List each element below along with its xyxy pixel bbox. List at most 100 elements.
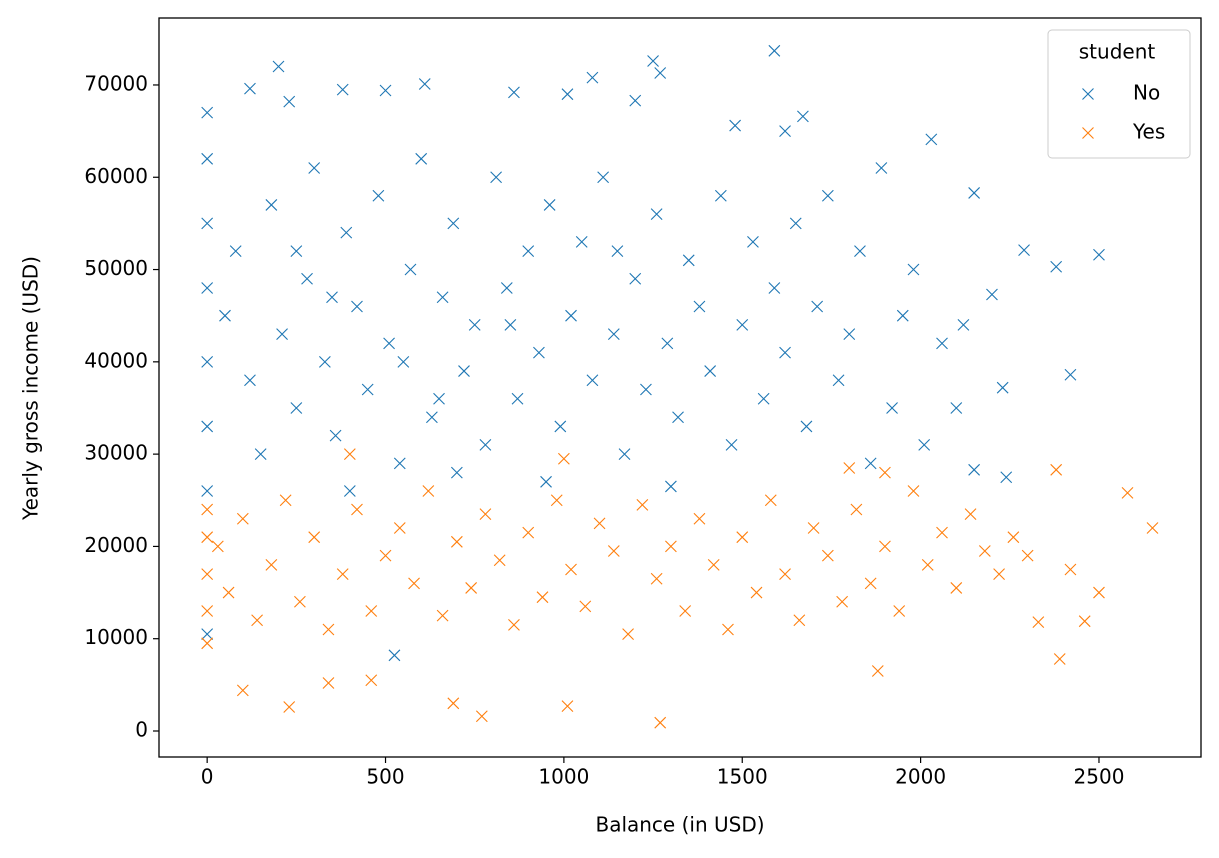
scatter-point	[351, 503, 363, 516]
scatter-point	[896, 309, 909, 322]
scatter-point	[893, 605, 906, 617]
scatter-point	[725, 439, 738, 451]
scatter-point	[565, 309, 577, 322]
scatter-point	[875, 162, 888, 174]
scatter-point	[1121, 487, 1134, 499]
scatter-point	[950, 402, 963, 414]
scatter-point	[557, 452, 570, 465]
scatter-point	[968, 187, 981, 199]
scatter-point	[536, 591, 549, 604]
scatter-point	[665, 540, 677, 553]
scatter-point	[294, 595, 306, 608]
x-tick-label: 500	[366, 765, 404, 789]
x-tick-label: 1000	[538, 765, 589, 789]
scatter-point	[757, 392, 770, 405]
scatter-point	[821, 189, 834, 202]
legend-label: Yes	[1132, 120, 1165, 144]
scatter-point	[458, 365, 470, 377]
scatter-point	[211, 540, 224, 553]
x-axis-label: Balance (in USD)	[595, 813, 764, 837]
scatter-point	[736, 319, 749, 331]
scatter-point	[978, 545, 991, 557]
scatter-point	[1007, 531, 1020, 544]
scatter-point	[511, 392, 524, 405]
scatter-point	[729, 119, 742, 132]
scatter-point	[682, 254, 695, 267]
scatter-point	[408, 577, 420, 590]
y-tick-label: 10000	[84, 625, 148, 649]
scatter-point	[201, 568, 214, 580]
scatter-point	[764, 494, 777, 507]
scatter-point	[493, 554, 506, 567]
scatter-point	[561, 88, 574, 101]
scatter-point	[365, 674, 378, 687]
y-tick-label: 70000	[84, 71, 148, 95]
scatter-point	[508, 618, 520, 631]
scatter-point	[747, 235, 759, 248]
legend-box	[1047, 29, 1191, 159]
scatter-point	[318, 355, 331, 368]
scatter-point	[1050, 260, 1063, 273]
scatter-point	[308, 531, 321, 544]
scatter-point	[504, 319, 517, 331]
scatter-point	[415, 152, 428, 165]
scatter-point	[907, 263, 920, 276]
scatter-point	[522, 526, 535, 539]
scatter-point	[650, 572, 663, 585]
y-tick-label: 30000	[84, 441, 148, 465]
legend-title: student	[1079, 40, 1156, 64]
scatter-point	[1000, 471, 1013, 484]
scatter-point	[907, 485, 920, 497]
scatter-point	[365, 605, 378, 617]
scatter-point	[593, 517, 606, 530]
scatter-point	[336, 568, 349, 580]
scatter-point	[679, 605, 692, 617]
scatter-point	[597, 171, 610, 184]
scatter-point	[611, 245, 624, 257]
scatter-point	[714, 189, 727, 202]
scatter-point	[1093, 586, 1105, 599]
scatter-point	[636, 499, 649, 511]
scatter-point	[864, 577, 877, 590]
marks	[201, 44, 1159, 729]
scatter-point	[244, 374, 256, 387]
scatter-point	[475, 710, 488, 723]
y-tick-label: 60000	[84, 164, 148, 188]
scatter-point	[500, 282, 513, 294]
scatter-point	[388, 649, 401, 662]
scatter-point	[693, 512, 706, 525]
scatter-point	[236, 512, 249, 525]
scatter-point	[779, 346, 791, 359]
scatter-point	[854, 245, 866, 257]
x-tick-label: 2500	[1074, 765, 1125, 789]
scatter-point	[779, 568, 791, 580]
scatter-point	[789, 217, 802, 230]
scatter-point	[661, 337, 674, 350]
scatter-point	[533, 346, 545, 359]
scatter-point	[768, 282, 781, 294]
scatter-point	[629, 272, 642, 285]
scatter-point	[879, 540, 891, 553]
scatter-point	[436, 609, 449, 622]
scatter-point	[1078, 615, 1091, 628]
scatter-point	[768, 44, 781, 57]
scatter-point	[433, 392, 445, 405]
scatter-point	[936, 337, 948, 350]
scatter-point	[283, 95, 296, 108]
scatter-point	[329, 429, 342, 442]
scatter-point	[236, 684, 249, 697]
scatter-point	[1064, 368, 1077, 381]
scatter-point	[479, 508, 492, 521]
scatter-point	[393, 457, 406, 470]
scatter-point	[1021, 549, 1034, 562]
scatter-point	[864, 457, 877, 470]
scatter-point	[565, 563, 577, 576]
x-tick-label: 0	[201, 765, 214, 789]
scatter-point	[647, 55, 659, 67]
scatter-point	[968, 463, 981, 476]
scatter-point	[586, 374, 599, 387]
scatter-point	[201, 605, 214, 617]
scatter-point	[201, 106, 214, 119]
scatter-point	[343, 448, 356, 461]
